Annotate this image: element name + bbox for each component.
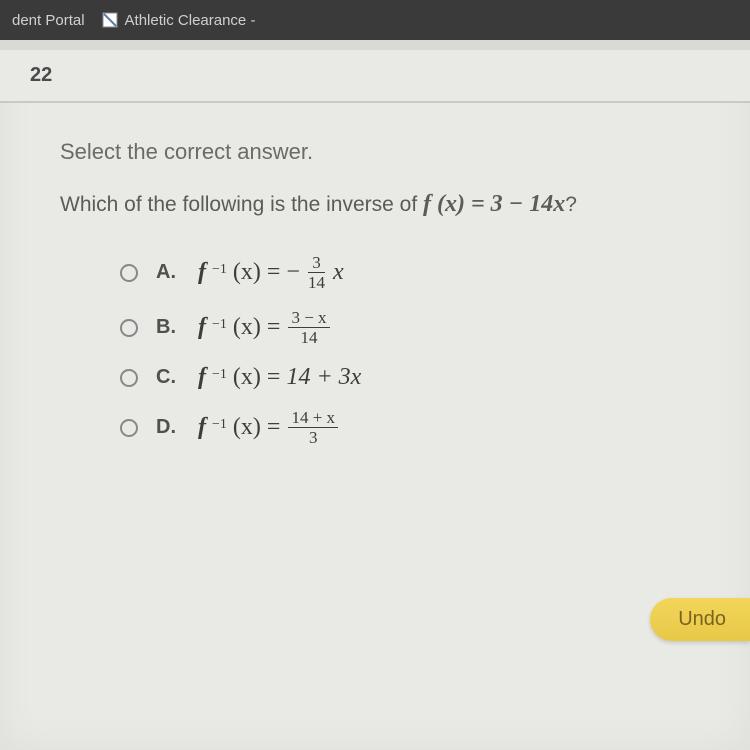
option-letter: A. [156, 261, 180, 284]
instruction-text: Select the correct answer. [60, 139, 720, 165]
option-expression: f−1(x) = 3 − x14 [198, 309, 332, 346]
option-letter: D. [156, 416, 180, 439]
question-number: 22 [30, 64, 52, 86]
radio-icon[interactable] [120, 264, 138, 282]
option-b[interactable]: B. f−1(x) = 3 − x14 [120, 309, 720, 346]
bookmark-student-portal[interactable]: dent Portal [12, 12, 85, 29]
option-expression: f−1(x) = 14 + x3 [198, 409, 340, 446]
bookmark-label: Athletic Clearance - [125, 12, 256, 29]
radio-icon[interactable] [120, 369, 138, 387]
prompt-function: f (x) = 3 − 14x [423, 191, 565, 217]
option-letter: C. [156, 366, 180, 389]
prompt-suffix: ? [565, 193, 577, 216]
option-expression: f−1(x) = 14 + 3x [198, 364, 361, 391]
radio-icon[interactable] [120, 419, 138, 437]
options-list: A. f−1(x) = − 314 x B. f−1(x) = 3 − x14 [60, 254, 720, 446]
quiz-content: 22 Select the correct answer. Which of t… [0, 50, 750, 750]
undo-label: Undo [678, 608, 726, 630]
option-letter: B. [156, 316, 180, 339]
undo-button[interactable]: Undo [650, 598, 750, 641]
browser-bookmark-bar: dent Portal Athletic Clearance - [0, 0, 750, 40]
question-body: Select the correct answer. Which of the … [0, 103, 750, 494]
question-prompt: Which of the following is the inverse of… [60, 191, 720, 218]
prompt-prefix: Which of the following is the inverse of [60, 193, 423, 216]
radio-icon[interactable] [120, 319, 138, 337]
option-a[interactable]: A. f−1(x) = − 314 x [120, 254, 720, 291]
option-c[interactable]: C. f−1(x) = 14 + 3x [120, 364, 720, 391]
page-icon [101, 11, 119, 29]
bookmark-athletic-clearance[interactable]: Athletic Clearance - [101, 11, 256, 29]
option-d[interactable]: D. f−1(x) = 14 + x3 [120, 409, 720, 446]
question-header: 22 [0, 50, 750, 103]
bookmark-label: dent Portal [12, 12, 85, 29]
option-expression: f−1(x) = − 314 x [198, 254, 344, 291]
